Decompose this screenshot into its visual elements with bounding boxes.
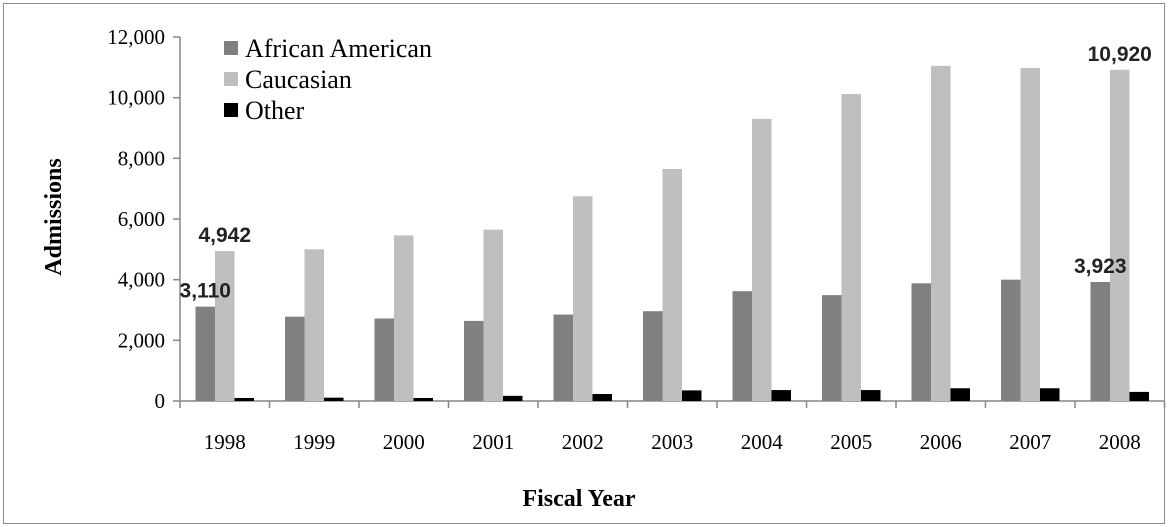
- x-tick-label: 2006: [920, 430, 962, 454]
- data-label: 3,923: [1074, 255, 1127, 278]
- bar-caucasian-2004: [752, 118, 772, 402]
- x-tick-label: 2004: [741, 430, 784, 454]
- x-tick-label: 2005: [830, 430, 872, 454]
- bar-caucasian-2006: [931, 65, 951, 402]
- x-axis-title: Fiscal Year: [522, 486, 635, 512]
- chart-frame: 0 2,000 4,000 6,000 8,000 10,000 12,000 1998 19…: [3, 3, 1166, 524]
- bar-african-american-1998: [195, 306, 215, 401]
- bar-other-2001: [503, 395, 523, 401]
- bar-african-american-2001: [464, 320, 484, 401]
- data-label: 4,942: [198, 224, 251, 247]
- bar-caucasian-2005: [841, 94, 861, 401]
- y-axis-title: Admissions: [41, 158, 67, 275]
- bar-other-2008: [1129, 391, 1149, 401]
- x-tick-label: 2008: [1099, 430, 1141, 454]
- bar-african-american-2002: [553, 314, 573, 401]
- y-tick-label: 6,000: [118, 207, 165, 231]
- bar-african-american-2008: [1090, 282, 1110, 401]
- y-axis: 0 2,000 4,000 6,000 8,000 10,000 12,000: [107, 25, 181, 413]
- bar-african-american-2004: [732, 291, 752, 401]
- bar-other-2006: [950, 388, 970, 401]
- legend-label: Caucasian: [245, 65, 352, 94]
- bar-caucasian-2001: [483, 229, 503, 401]
- legend-swatch: [224, 72, 238, 86]
- legend-label: African American: [245, 34, 432, 63]
- bar-caucasian-2007: [1020, 67, 1040, 401]
- y-tick-label: 4,000: [118, 268, 165, 292]
- bar-african-american-1999: [285, 316, 305, 401]
- y-tick-label: 0: [155, 389, 166, 413]
- bar-african-american-2005: [822, 295, 842, 401]
- x-tick-label: 2002: [562, 430, 604, 454]
- legend-swatch: [224, 103, 238, 117]
- bar-other-1999: [324, 397, 344, 401]
- bar-african-american-2006: [911, 283, 931, 401]
- x-tick-label: 1998: [204, 430, 246, 454]
- data-label: 10,920: [1088, 43, 1152, 66]
- bar-other-2004: [771, 390, 791, 401]
- bar-other-2005: [861, 390, 881, 401]
- bar-other-2007: [1040, 388, 1060, 401]
- bar-other-1998: [234, 397, 254, 401]
- x-tick-label: 2007: [1009, 430, 1051, 454]
- data-labels: 3,110 4,942 3,923 10,920: [180, 43, 1152, 303]
- bar-caucasian-2002: [573, 196, 593, 401]
- y-tick-label: 12,000: [107, 25, 165, 49]
- bar-caucasian-2000: [394, 235, 414, 401]
- bar-other-2003: [682, 390, 702, 401]
- legend-swatch: [224, 41, 238, 55]
- bar-african-american-2000: [374, 318, 394, 401]
- bar-african-american-2007: [1001, 279, 1021, 401]
- bar-other-2000: [413, 397, 433, 401]
- x-tick-label: 2000: [383, 430, 425, 454]
- bar-caucasian-2008: [1110, 69, 1130, 401]
- bars: [195, 65, 1149, 402]
- bar-caucasian-1998: [215, 251, 235, 401]
- bar-other-2002: [592, 394, 612, 401]
- data-label: 3,110: [180, 280, 231, 303]
- bar-caucasian-2003: [662, 168, 682, 401]
- x-axis: 1998 1999 2000 2001 2002 2003 2004 2005 2006 2007…: [179, 400, 1166, 454]
- y-tick-label: 10,000: [107, 86, 165, 110]
- y-tick-label: 2,000: [118, 328, 165, 352]
- x-tick-label: 1999: [293, 430, 335, 454]
- x-tick-label: 2001: [472, 430, 514, 454]
- bar-african-american-2003: [643, 311, 663, 401]
- y-tick-label: 8,000: [118, 146, 165, 170]
- legend-label: Other: [245, 96, 305, 125]
- bar-caucasian-1999: [304, 249, 324, 401]
- x-tick-label: 2003: [651, 430, 693, 454]
